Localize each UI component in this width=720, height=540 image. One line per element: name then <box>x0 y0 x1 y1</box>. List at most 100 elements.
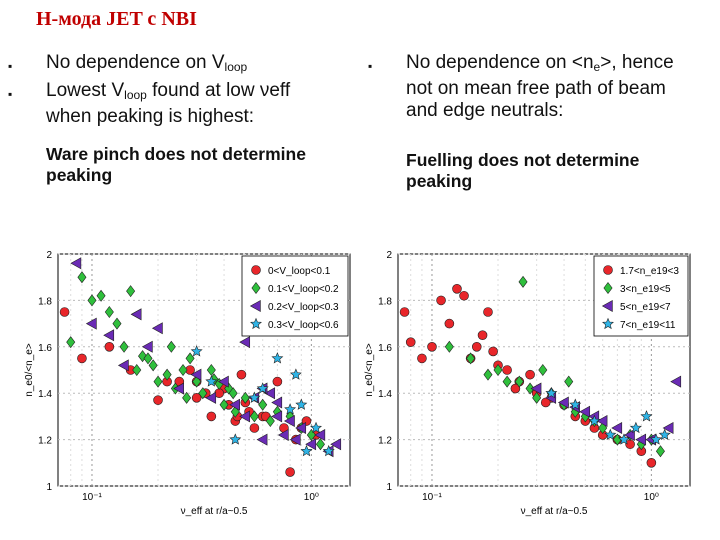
data-point <box>658 428 671 441</box>
scatter-plot-density: 1 1.2 1.4 1.6 1.8 2 10⁻¹ 10⁰ ν_eff at r/a~0.5 n_e… <box>364 250 691 517</box>
data-point <box>604 428 617 441</box>
legend-label: 0.2<V_loop<0.3 <box>268 302 339 313</box>
data-point <box>466 352 476 365</box>
data-point <box>502 365 512 375</box>
data-point <box>185 352 195 365</box>
legend-marker <box>250 317 262 330</box>
data-point <box>322 444 335 457</box>
data-point <box>205 391 217 404</box>
right-column: ▪ No dependence on <ne>, hence not on me… <box>368 52 688 192</box>
data-point <box>471 342 482 352</box>
data-point <box>502 375 512 388</box>
x-axis-label: ν_eff at r/a~0.5 <box>181 506 248 517</box>
data-point <box>493 364 503 376</box>
data-point <box>477 330 488 340</box>
data-point <box>650 433 662 445</box>
bullet-dot-icon: ▪ <box>8 59 13 73</box>
conclusion-text: Ware pinch does not determine peaking <box>46 144 306 185</box>
data-point <box>85 317 97 330</box>
data-point <box>141 340 153 353</box>
legend-label: 5<n_e19<7 <box>620 302 671 313</box>
data-point <box>70 257 82 270</box>
data-point <box>132 364 142 376</box>
data-point <box>488 346 498 357</box>
data-point <box>483 368 493 381</box>
y-tick-label: 2 <box>386 250 392 261</box>
data-point <box>557 396 569 409</box>
data-point <box>670 375 682 388</box>
bullet-dot-icon: ▪ <box>368 59 373 73</box>
x-tick-label: 10⁻¹ <box>422 492 442 503</box>
data-point <box>300 444 313 457</box>
y-tick-label: 1.4 <box>378 389 392 400</box>
data-point <box>314 428 326 441</box>
y-axis-label: n_e0/<n_e> <box>24 343 35 397</box>
data-point <box>444 318 455 329</box>
data-point <box>103 329 115 342</box>
data-point <box>289 433 301 446</box>
bullet-dot-icon: ▪ <box>8 87 13 101</box>
legend-label: 7<n_e19<11 <box>620 320 676 331</box>
data-point <box>444 340 454 353</box>
bullet-text: No dependence on <ne>, hence not on mean… <box>406 52 674 121</box>
data-point <box>271 352 284 364</box>
legend-marker <box>603 265 613 275</box>
data-point <box>662 421 674 435</box>
data-point <box>229 433 242 445</box>
bullet-item: ▪ No dependence on <ne>, hence not on me… <box>368 52 688 122</box>
data-point <box>205 375 218 387</box>
data-point <box>117 359 129 372</box>
y-tick-label: 1 <box>386 482 392 493</box>
data-point <box>315 438 325 451</box>
data-point <box>143 352 153 365</box>
legend-marker <box>251 265 261 275</box>
data-point <box>305 438 317 451</box>
data-point <box>640 410 653 422</box>
data-point <box>151 322 163 335</box>
bullet-item: ▪ No dependence on Vloop <box>8 52 328 78</box>
data-point <box>598 422 608 434</box>
legend-marker <box>602 317 614 330</box>
data-point <box>249 410 259 423</box>
data-point <box>510 383 521 394</box>
data-point <box>173 382 184 395</box>
x-tick-label: 10⁻¹ <box>82 492 102 503</box>
y-tick-label: 1.6 <box>38 343 52 354</box>
y-axis-label: n_e0/<n_e> <box>364 343 375 397</box>
data-point <box>112 317 122 330</box>
data-point <box>330 438 342 451</box>
chart-left: 1 1.2 1.4 1.6 1.8 2 10⁻¹ 10⁰ ν_eff at r/a~0.5 n_e… <box>20 240 360 525</box>
data-point <box>611 421 623 435</box>
bullet-item: ▪ Lowest Vloop found at low νeff when pe… <box>8 80 328 128</box>
data-point <box>427 342 437 352</box>
data-point <box>87 294 97 307</box>
data-point <box>104 306 114 318</box>
data-point <box>130 308 142 321</box>
y-tick-label: 1.8 <box>378 296 392 307</box>
data-point <box>310 421 322 434</box>
data-point <box>417 353 427 364</box>
data-point <box>166 340 176 353</box>
data-point <box>289 368 302 380</box>
y-tick-label: 1.4 <box>38 389 52 400</box>
y-tick-label: 2 <box>46 250 52 261</box>
data-point <box>399 307 410 317</box>
data-point <box>249 423 260 433</box>
data-point <box>162 368 172 381</box>
data-point <box>228 387 238 400</box>
data-point <box>483 307 493 317</box>
data-point <box>264 387 276 400</box>
data-point <box>265 415 275 428</box>
scatter-plot-vloop: 1 1.2 1.4 1.6 1.8 2 10⁻¹ 10⁰ ν_eff at r/a~0.5 n_e… <box>24 250 351 517</box>
data-point <box>277 428 289 441</box>
data-point <box>248 391 261 403</box>
legend-label: 0<V_loop<0.1 <box>268 266 331 277</box>
data-point <box>219 398 229 411</box>
data-point <box>538 364 548 376</box>
data-point <box>295 398 308 410</box>
data-point <box>256 382 269 394</box>
data-point <box>295 421 307 435</box>
data-point <box>514 375 524 388</box>
data-point <box>119 340 129 353</box>
data-point <box>77 353 87 364</box>
